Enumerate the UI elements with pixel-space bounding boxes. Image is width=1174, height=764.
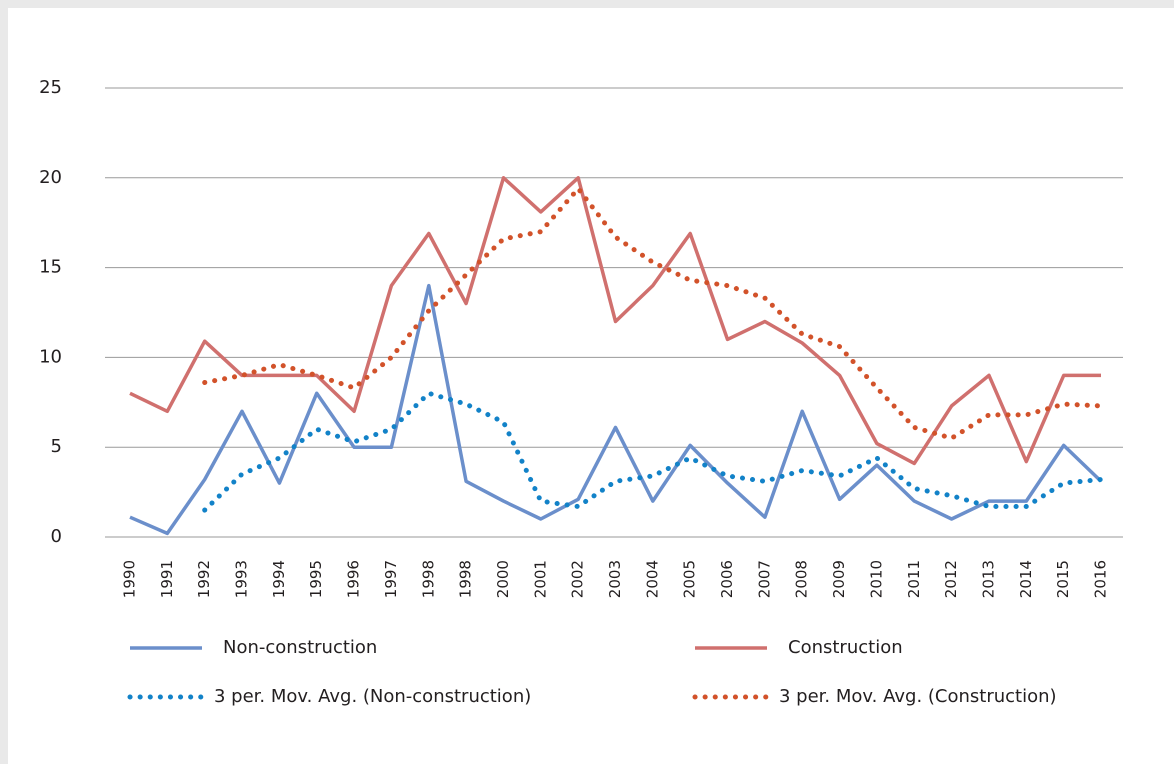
x-tick-label: 2009: [830, 560, 848, 598]
y-tick-label: 5: [51, 436, 62, 457]
x-tick-label: 1992: [195, 560, 213, 598]
x-tick-label: 1997: [382, 560, 400, 598]
x-tick-label: 2015: [1054, 560, 1072, 598]
x-tick-label: 2002: [569, 560, 587, 598]
x-tick-label: 2000: [494, 560, 512, 598]
x-tick-label: 1993: [233, 560, 251, 598]
x-tick-label: 2004: [643, 560, 661, 598]
x-tick-label: 1991: [158, 560, 176, 598]
y-tick-label: 0: [51, 526, 62, 547]
y-tick-label: 15: [39, 257, 62, 278]
x-tick-label: 1998: [419, 560, 437, 598]
x-tick-label: 1995: [307, 560, 325, 598]
legend-label: 3 per. Mov. Avg. (Non-construction): [214, 686, 531, 707]
legend-label: Construction: [788, 637, 903, 658]
x-tick-label: 2008: [793, 560, 811, 598]
y-tick-label: 25: [39, 77, 62, 98]
panel: [8, 8, 1174, 764]
series-line: [202, 184, 1104, 441]
x-tick-label: 2003: [606, 560, 624, 598]
legend-label: Non-construction: [223, 637, 377, 658]
x-tick-label: 1998: [457, 560, 475, 598]
series-line: [129, 176, 1101, 466]
x-tick-label: 2010: [867, 560, 885, 598]
x-tick-label: 2001: [531, 560, 549, 598]
x-tick-label: 2014: [1017, 560, 1035, 598]
x-tick-label: 2016: [1092, 560, 1110, 598]
y-tick-label: 20: [39, 167, 62, 188]
y-tick-label: 10: [39, 346, 62, 367]
x-tick-label: 2006: [718, 560, 736, 598]
x-tick-label: 1994: [270, 560, 288, 598]
x-tick-label: 1996: [345, 560, 363, 598]
x-tick-label: 2013: [979, 560, 997, 598]
x-tick-label: 1990: [121, 560, 139, 598]
x-tick-label: 2011: [905, 560, 923, 598]
x-tick-label: 2012: [942, 560, 960, 598]
x-tick-label: 2007: [755, 560, 773, 598]
legend-label: 3 per. Mov. Avg. (Construction): [779, 686, 1057, 707]
x-tick-label: 2005: [681, 560, 699, 598]
series-line: [129, 283, 1103, 536]
